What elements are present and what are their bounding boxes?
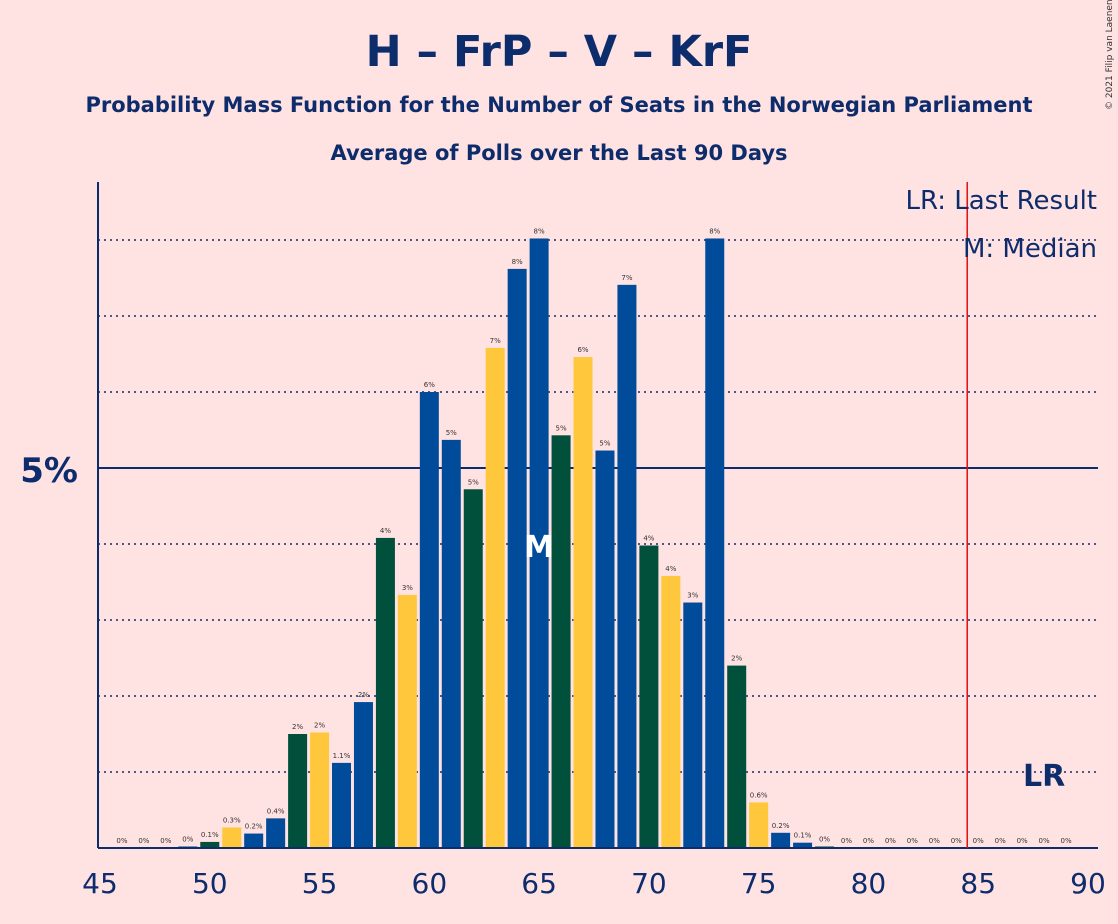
- data-label-seat-74: 2%: [731, 655, 742, 663]
- y-tick-label-5: 5%: [20, 451, 78, 491]
- copyright-note: © 2021 Filip van Laenen: [1105, 0, 1115, 110]
- data-label-seat-79: 0%: [841, 837, 852, 845]
- data-label-seat-82: 0%: [907, 837, 918, 845]
- bar-seat-74: [727, 665, 747, 848]
- bar-seat-62: [463, 489, 483, 848]
- x-tick-80: 80: [851, 867, 887, 900]
- bar-seat-73: [705, 238, 725, 849]
- bar-seat-65: [529, 238, 549, 849]
- data-label-seat-55: 2%: [314, 721, 325, 729]
- bar-seat-71: [661, 575, 681, 848]
- bar-seat-75: [749, 802, 769, 848]
- bar-seat-53: [266, 818, 286, 848]
- data-label-seat-67: 6%: [577, 346, 588, 354]
- x-tick-50: 50: [192, 867, 228, 900]
- data-label-seat-53: 0.4%: [267, 807, 285, 815]
- data-label-seat-68: 5%: [599, 440, 610, 448]
- bar-seat-63: [485, 347, 505, 848]
- data-label-seat-77: 0.1%: [794, 832, 812, 840]
- data-label-seat-81: 0%: [885, 837, 896, 845]
- data-label-seat-46: 0%: [116, 837, 127, 845]
- data-label-seat-63: 7%: [490, 337, 501, 345]
- data-label-seat-65: 8%: [534, 227, 545, 235]
- bar-seat-70: [639, 545, 659, 848]
- data-label-seat-72: 3%: [687, 592, 698, 600]
- bar-seat-55: [310, 732, 330, 848]
- bar-seat-72: [683, 602, 703, 848]
- bar-seat-51: [222, 827, 242, 848]
- x-tick-55: 55: [302, 867, 338, 900]
- data-label-seat-83: 0%: [929, 837, 940, 845]
- bar-seat-77: [793, 842, 813, 848]
- data-label-seat-52: 0.2%: [245, 823, 263, 831]
- last-result-label: LR: [1023, 759, 1065, 794]
- data-label-seat-84: 0%: [951, 837, 962, 845]
- data-label-seat-78: 0%: [819, 835, 830, 843]
- bar-seat-69: [617, 284, 637, 849]
- data-label-seat-66: 5%: [556, 424, 567, 432]
- data-label-seat-49: 0%: [182, 835, 193, 843]
- median-marker: M: [524, 530, 554, 565]
- chart-title: H – FrP – V – KrF: [366, 27, 753, 77]
- data-label-seat-73: 8%: [709, 227, 720, 235]
- data-label-seat-80: 0%: [863, 837, 874, 845]
- bar-seat-68: [595, 450, 615, 848]
- data-label-seat-62: 5%: [468, 478, 479, 486]
- data-label-seat-51: 0.3%: [223, 816, 241, 824]
- x-tick-labels: 45 50 55 60 65 70 75 80 85 90: [82, 867, 1106, 900]
- legend-last-result: LR: Last Result: [905, 186, 1097, 216]
- bar-seat-64: [507, 268, 527, 848]
- bar-seat-52: [244, 833, 264, 848]
- data-label-seat-76: 0.2%: [772, 822, 790, 830]
- data-label-seat-70: 4%: [643, 535, 654, 543]
- data-label-seat-57: 2%: [358, 691, 369, 699]
- x-tick-85: 85: [960, 867, 996, 900]
- data-label-seat-56: 1.1%: [333, 752, 351, 760]
- data-labels: 0% 0% 0% 0% 0.1% 0.3% 0.2% 0.4% 2% 2% 1.1% 2% 4% 3% 6%…: [116, 227, 1072, 845]
- data-label-seat-87: 0%: [1017, 837, 1028, 845]
- data-label-seat-85: 0%: [973, 837, 984, 845]
- chart-subtitle-2: Average of Polls over the Last 90 Days: [330, 141, 787, 165]
- bar-seat-50: [200, 841, 220, 848]
- data-label-seat-71: 4%: [665, 565, 676, 573]
- bar-seat-56: [332, 762, 352, 848]
- x-tick-75: 75: [741, 867, 777, 900]
- x-tick-65: 65: [521, 867, 557, 900]
- data-label-seat-64: 8%: [512, 258, 523, 266]
- data-label-seat-47: 0%: [138, 837, 149, 845]
- bar-seat-54: [288, 734, 308, 848]
- x-tick-60: 60: [412, 867, 448, 900]
- bar-seat-57: [353, 702, 373, 848]
- bar-seat-67: [573, 357, 593, 848]
- data-label-seat-88: 0%: [1039, 837, 1050, 845]
- bar-seat-58: [375, 537, 395, 848]
- data-label-seat-59: 3%: [402, 584, 413, 592]
- bar-seat-61: [441, 439, 461, 848]
- bars: [178, 238, 835, 849]
- bar-seat-59: [397, 594, 417, 848]
- bar-seat-60: [419, 392, 439, 848]
- data-label-seat-58: 4%: [380, 527, 391, 535]
- data-label-seat-60: 6%: [424, 381, 435, 389]
- data-label-seat-48: 0%: [160, 837, 171, 845]
- legend-median: M: Median: [963, 234, 1097, 264]
- data-label-seat-89: 0%: [1060, 837, 1071, 845]
- bar-seat-76: [771, 832, 791, 848]
- x-tick-45: 45: [82, 867, 118, 900]
- bar-seat-66: [551, 435, 571, 848]
- x-tick-70: 70: [631, 867, 667, 900]
- data-label-seat-50: 0.1%: [201, 831, 219, 839]
- data-label-seat-86: 0%: [995, 837, 1006, 845]
- data-label-seat-69: 7%: [621, 274, 632, 282]
- chart-subtitle-1: Probability Mass Function for the Number…: [85, 93, 1032, 117]
- x-tick-90: 90: [1070, 867, 1106, 900]
- data-label-seat-75: 0.6%: [750, 791, 768, 799]
- data-label-seat-54: 2%: [292, 723, 303, 731]
- data-label-seat-61: 5%: [446, 429, 457, 437]
